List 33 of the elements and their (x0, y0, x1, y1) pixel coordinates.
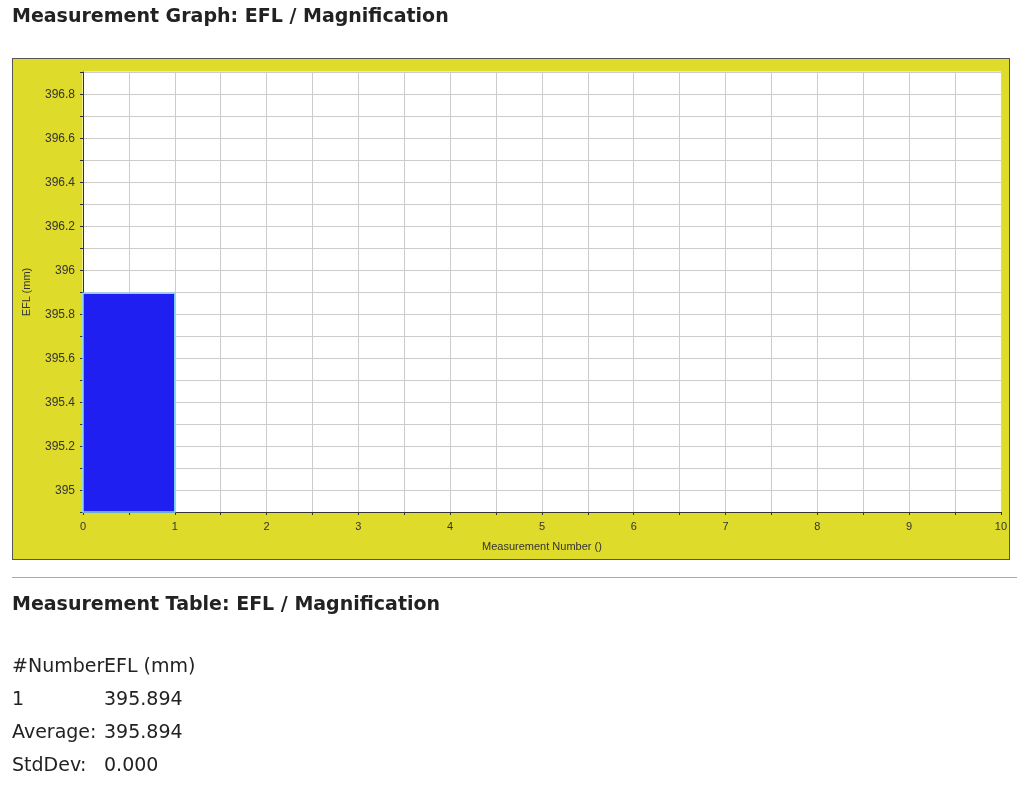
x-tick-label: 10 (994, 519, 1008, 532)
text: #Number (12, 653, 105, 676)
x-tick-label: 2 (263, 519, 270, 532)
text: 395.894 (104, 686, 183, 709)
text: 0.000 (104, 752, 159, 775)
x-tick-label: 6 (630, 519, 637, 532)
y-tick-label: 396.2 (44, 219, 76, 233)
x-tick-label: 9 (906, 519, 913, 532)
y-tick-label: 396.6 (44, 131, 76, 145)
chart-title: Measurement Graph: EFL / Magnification (12, 4, 449, 26)
y-tick-label: 395.2 (44, 439, 76, 453)
y-tick-label: 396.4 (44, 175, 76, 189)
text: Measurement Table: EFL / Magnification (12, 592, 441, 614)
y-axis-title: EFL (mm) (19, 267, 32, 317)
x-tick-label: 4 (447, 519, 454, 532)
y-tick-label: 396 (54, 263, 76, 277)
x-tick-label: 3 (355, 519, 362, 532)
y-tick-label: 395 (54, 483, 76, 497)
x-tick-label: 8 (814, 519, 821, 532)
x-axis-title: Measurement Number () (482, 539, 602, 552)
x-tick-label: 7 (722, 519, 729, 532)
text: 395.894 (104, 719, 183, 742)
text: EFL (mm) (104, 653, 196, 676)
text: Average: (12, 719, 98, 742)
x-tick-label: 1 (171, 519, 178, 532)
y-tick-label: 395.6 (44, 351, 76, 365)
x-tick-label: 0 (79, 519, 87, 532)
y-tick-label: 396.8 (44, 87, 76, 101)
text: 1 (12, 686, 26, 709)
y-tick-label: 395.8 (44, 307, 76, 321)
y-tick-label: 395.4 (44, 395, 76, 409)
text: StdDev: (12, 752, 88, 775)
x-tick-label: 5 (538, 519, 545, 532)
